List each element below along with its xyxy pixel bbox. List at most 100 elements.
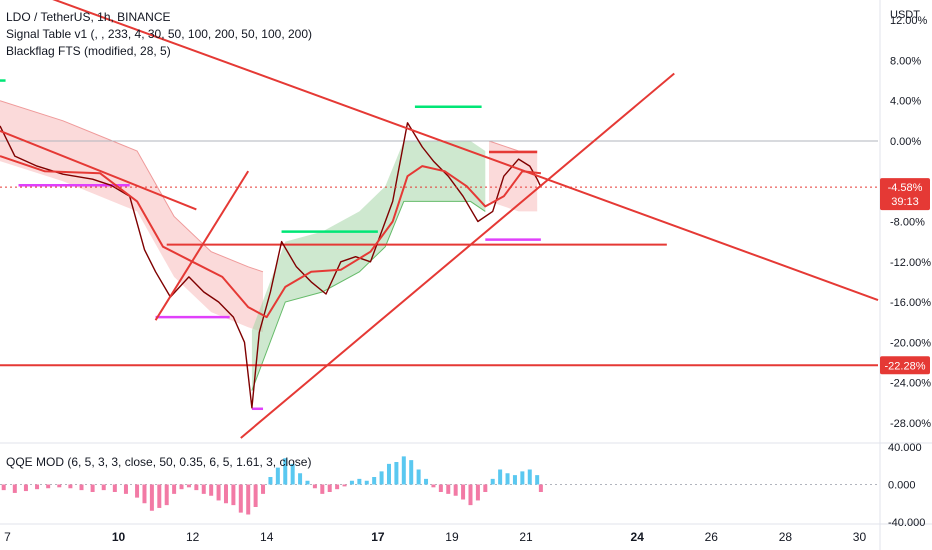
oscillator-bar xyxy=(490,478,495,485)
oscillator-bar xyxy=(101,484,106,491)
oscillator-bar xyxy=(149,484,154,511)
x-tick-label: 30 xyxy=(853,530,867,544)
oscillator-bar xyxy=(401,456,406,485)
moving-average-line xyxy=(0,155,542,319)
x-tick-label: 7 xyxy=(4,530,11,544)
oscillator-bar xyxy=(283,458,288,485)
blackflag-bands xyxy=(0,100,538,391)
oscillator-bar xyxy=(372,477,377,485)
oscillator-bar xyxy=(23,484,28,492)
trendlines[interactable] xyxy=(0,0,879,439)
oscillator-bar xyxy=(535,475,540,485)
oscillator-tick-label: 0.000 xyxy=(888,480,916,492)
oscillator-bar xyxy=(364,480,369,485)
oscillator-bar xyxy=(320,484,325,494)
oscillator-bar xyxy=(142,484,147,504)
oscillator-bar xyxy=(238,484,243,513)
oscillator-bar xyxy=(386,463,391,485)
oscillator-bar xyxy=(79,484,84,491)
x-tick-label: 12 xyxy=(186,530,200,544)
oscillator-bar xyxy=(305,480,310,485)
oscillator-bar xyxy=(123,484,128,494)
x-tick-label: 26 xyxy=(705,530,719,544)
axes: 12.00% 8.00% 4.00% 0.00% -8.00% -12.00% -16.00… xyxy=(4,15,931,544)
level-price-value: -22.28% xyxy=(885,360,926,372)
last-price-value: -4.58% xyxy=(888,182,923,194)
oscillator-bar xyxy=(12,484,17,493)
oscillator-bar xyxy=(298,473,303,485)
x-tick-label: 21 xyxy=(519,530,533,544)
oscillator-bar xyxy=(335,484,340,490)
y-tick-label: 8.00% xyxy=(890,55,921,67)
oscillator-tick-label: 40.000 xyxy=(888,442,922,454)
oscillator-bar xyxy=(483,484,488,492)
y-tick-label: -28.00% xyxy=(890,418,931,430)
oscillator-bar xyxy=(209,484,214,496)
oscillator-bar xyxy=(186,484,191,488)
oscillator-bar xyxy=(520,471,525,485)
oscillator-bar xyxy=(431,484,436,488)
oscillator-bar xyxy=(246,484,251,515)
blackflag-legend[interactable]: Blackflag FTS (modified, 28, 5) xyxy=(6,44,171,58)
y-tick-label: -24.00% xyxy=(890,378,931,390)
trendline xyxy=(240,72,675,439)
currency-unit: USDT xyxy=(890,9,920,21)
oscillator-bar xyxy=(1,484,6,491)
last-price-tag xyxy=(880,178,930,211)
oscillator-bar xyxy=(275,467,280,485)
symbol-legend[interactable]: LDO / TetherUS, 1h, BINANCE xyxy=(6,10,171,24)
signal-table-legend[interactable]: Signal Table v1 (, , 233, 4, 30, 50, 100… xyxy=(6,27,312,41)
x-tick-label: 24 xyxy=(631,530,645,544)
oscillator-bar xyxy=(424,478,429,485)
oscillator-bar xyxy=(231,484,236,506)
qqe-legend[interactable]: QQE MOD (6, 5, 3, 3, close, 50, 0.35, 6,… xyxy=(6,455,312,469)
bar-countdown: 39:13 xyxy=(891,196,919,208)
y-tick-label: -12.00% xyxy=(890,257,931,269)
y-tick-label: 0.00% xyxy=(890,136,921,148)
oscillator-bar xyxy=(223,484,228,504)
oscillator-bar xyxy=(253,484,258,507)
oscillator-bar xyxy=(194,484,199,491)
blackflag-band-edge xyxy=(0,100,264,273)
oscillator-bar xyxy=(468,484,473,506)
oscillator-bar xyxy=(416,469,421,485)
oscillator-bar xyxy=(538,484,543,492)
oscillator-bar xyxy=(216,484,221,501)
y-tick-label: -16.00% xyxy=(890,297,931,309)
oscillator-bar xyxy=(461,484,466,500)
price-tags: -4.58% 39:13 -22.28% xyxy=(0,178,930,375)
oscillator-bar xyxy=(164,484,169,506)
oscillator-bar xyxy=(394,462,399,485)
oscillator-bar xyxy=(201,484,206,494)
oscillator-bar xyxy=(512,475,517,485)
y-tick-label: 12.00% xyxy=(890,15,928,27)
y-tick-label: 4.00% xyxy=(890,96,921,108)
oscillator-bar xyxy=(527,469,532,485)
blackflag-band-up xyxy=(251,141,486,391)
trendline xyxy=(0,129,197,211)
oscillator-bar xyxy=(57,484,62,488)
oscillator-bar xyxy=(453,484,458,496)
oscillator-bar xyxy=(268,477,273,485)
oscillator-bar xyxy=(498,469,503,485)
oscillator-bar xyxy=(135,484,140,498)
oscillator-bars xyxy=(0,456,878,515)
blackflag-band-down xyxy=(0,100,263,333)
oscillator-bar xyxy=(261,484,266,494)
oscillator-bar xyxy=(179,484,184,490)
oscillator-bar xyxy=(379,471,384,485)
level-price-tag xyxy=(880,356,930,375)
oscillator-bar xyxy=(342,484,347,487)
price-line xyxy=(0,122,542,409)
oscillator-bar xyxy=(290,463,295,485)
blackflag-band-edge xyxy=(251,200,486,391)
oscillator-bar xyxy=(349,480,354,485)
oscillator-bar xyxy=(357,478,362,485)
oscillator-bar xyxy=(157,484,162,508)
x-tick-label: 17 xyxy=(371,530,385,544)
oscillator-bar xyxy=(90,484,95,492)
oscillator-bar xyxy=(446,484,451,494)
oscillator-bar xyxy=(438,484,443,492)
